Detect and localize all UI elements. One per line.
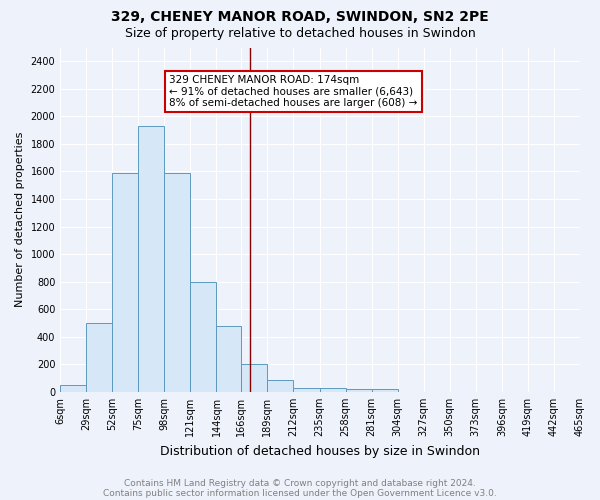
Bar <box>320 388 346 392</box>
Text: Contains HM Land Registry data © Crown copyright and database right 2024.: Contains HM Land Registry data © Crown c… <box>124 478 476 488</box>
Bar <box>293 388 320 392</box>
Text: 329, CHENEY MANOR ROAD, SWINDON, SN2 2PE: 329, CHENEY MANOR ROAD, SWINDON, SN2 2PE <box>111 10 489 24</box>
Bar <box>164 173 190 392</box>
Bar <box>139 126 164 392</box>
Bar <box>217 326 241 392</box>
Bar <box>86 323 112 392</box>
Bar <box>346 389 371 392</box>
Bar <box>241 364 268 392</box>
Y-axis label: Number of detached properties: Number of detached properties <box>15 132 25 308</box>
Text: 329 CHENEY MANOR ROAD: 174sqm
← 91% of detached houses are smaller (6,643)
8% of: 329 CHENEY MANOR ROAD: 174sqm ← 91% of d… <box>169 75 418 108</box>
Bar <box>190 282 217 392</box>
Text: Contains public sector information licensed under the Open Government Licence v3: Contains public sector information licen… <box>103 488 497 498</box>
Text: Size of property relative to detached houses in Swindon: Size of property relative to detached ho… <box>125 28 475 40</box>
Bar <box>60 385 86 392</box>
Bar <box>268 380 293 392</box>
Bar <box>112 173 139 392</box>
X-axis label: Distribution of detached houses by size in Swindon: Distribution of detached houses by size … <box>160 444 480 458</box>
Bar <box>371 389 398 392</box>
